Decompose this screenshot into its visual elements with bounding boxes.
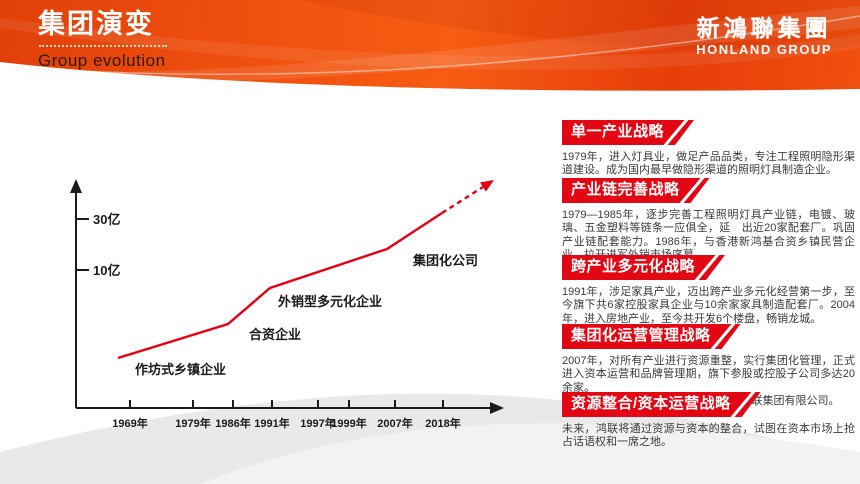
x-axis-arrow bbox=[490, 402, 504, 414]
stage-label: 外销型多元化企业 bbox=[277, 294, 382, 309]
strategy-section-diversification: 跨产业多元化战略 1991年，涉足家具产业，迈出跨产业多元化经营第一步，至今旗下… bbox=[562, 255, 855, 326]
x-tick-label: 1999年 bbox=[331, 416, 366, 430]
strategy-title-banner: 单一产业战略 bbox=[562, 120, 694, 145]
page-subtitle: Group evolution bbox=[38, 50, 166, 70]
page-title-block: 集团演变 Group evolution bbox=[38, 9, 167, 71]
stage-label: 作坊式乡镇企业 bbox=[135, 362, 226, 377]
strategy-title-banner: 资源整合/资本运营战略 bbox=[562, 392, 761, 417]
y-axis-arrow bbox=[70, 179, 82, 193]
x-tick-label: 1997年 bbox=[300, 416, 335, 430]
header-banner: 集团演变 Group evolution 新鴻聯集團 HONLAND GROUP bbox=[0, 0, 860, 100]
strategy-section-capital-operation: 资源整合/资本运营战略 未来，鸿联将通过资源与资本的整合，试图在资本市场上抢占话… bbox=[562, 392, 855, 450]
header-swoosh-decoration bbox=[0, 0, 860, 100]
stage-label: 集团化公司 bbox=[412, 253, 478, 268]
strategy-body-text: 1979年，进入灯具业，做足产品品类，专注工程照明隐形渠道建设。成为国内最早做隐… bbox=[562, 151, 855, 177]
logo-english-text: HONLAND GROUP bbox=[696, 42, 832, 58]
stage-label: 合资企业 bbox=[249, 327, 301, 342]
strategy-body-text: 1991年，涉足家具产业，迈出跨产业多元化经营第一步，至今旗下共6家控股家具企业… bbox=[562, 286, 855, 325]
strategy-title-banner: 集团化运营管理战略 bbox=[562, 324, 741, 349]
x-tick-label: 1969年 bbox=[112, 416, 147, 430]
strategy-section-group-management: 集团化运营管理战略 2007年，对所有产业进行资源重整，实行集团化管理，正式进入… bbox=[562, 324, 855, 409]
strategy-body-text: 1979—1985年，逐步完善工程照明灯具产业链，电镀、玻璃、五金塑料等链条一应… bbox=[562, 209, 855, 261]
x-tick-label: 2018年 bbox=[425, 416, 460, 430]
x-tick-label: 2007年 bbox=[377, 416, 412, 430]
logo-chinese-text: 新鴻聯集團 bbox=[696, 15, 832, 41]
trend-arrowhead bbox=[480, 180, 494, 192]
strategy-title-banner: 产业链完善战略 bbox=[562, 178, 710, 203]
strategy-section-industry-chain: 产业链完善战略 1979—1985年，逐步完善工程照明灯具产业链，电镀、玻璃、五… bbox=[562, 178, 855, 263]
strategy-section-single-industry: 单一产业战略 1979年，进入灯具业，做足产品品类，专注工程照明隐形渠道建设。成… bbox=[562, 120, 855, 178]
x-tick-label: 1991年 bbox=[254, 416, 289, 430]
page-title: 集团演变 bbox=[38, 9, 154, 39]
trend-line-solid bbox=[117, 211, 443, 360]
y-tick-label: 10亿 bbox=[93, 263, 120, 278]
y-tick-label: 30亿 bbox=[93, 212, 120, 227]
x-tick-label: 1979年 bbox=[175, 416, 210, 430]
strategy-body-text: 未来，鸿联将通过资源与资本的整合，试图在资本市场上抢占话语权和一席之地。 bbox=[562, 423, 855, 449]
title-dotted-divider bbox=[39, 44, 167, 47]
company-logo: 新鴻聯集團 HONLAND GROUP bbox=[696, 15, 832, 57]
strategy-title-banner: 跨产业多元化战略 bbox=[562, 255, 725, 280]
trend-line-dashed-projection bbox=[441, 185, 484, 215]
x-tick-label: 1986年 bbox=[215, 416, 250, 430]
evolution-chart: 30亿 10亿 1969年 1979年 1986年 1991年 1997年 1999年 2007… bbox=[55, 175, 535, 440]
